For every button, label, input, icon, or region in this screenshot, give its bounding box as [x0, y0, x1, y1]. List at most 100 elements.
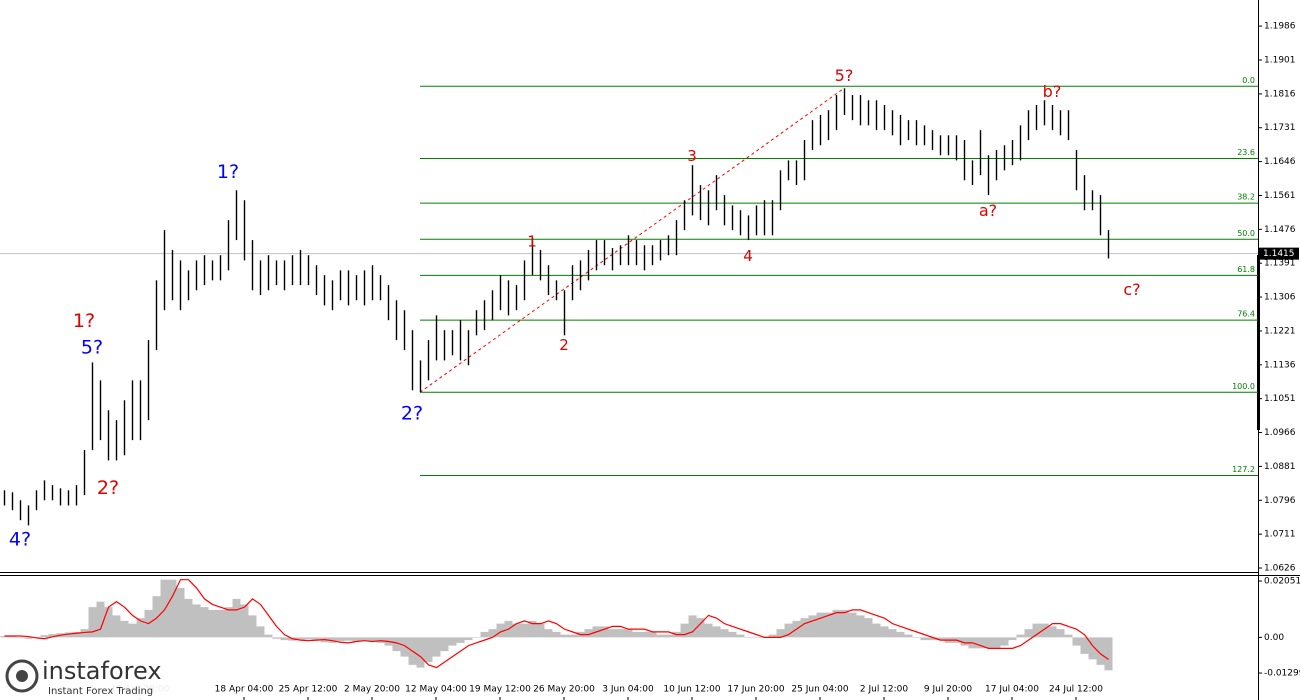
macd-bar: [200, 607, 209, 638]
wave-label: 2?: [97, 477, 119, 499]
macd-bar: [1008, 637, 1017, 641]
macd-bar: [480, 631, 489, 638]
macd-bar: [496, 623, 505, 638]
macd-bar: [888, 629, 897, 638]
macd-bar: [736, 634, 745, 638]
macd-bar: [344, 637, 353, 641]
macd-bar: [352, 637, 361, 642]
wave-label: b?: [1043, 82, 1062, 101]
macd-bar: [680, 623, 689, 638]
y-tick-label: 1.1816: [1264, 89, 1296, 99]
macd-bar: [256, 626, 265, 638]
macd-bar: [584, 629, 593, 638]
y-tick-label: 1.1901: [1264, 55, 1296, 65]
macd-bar: [784, 623, 793, 638]
x-tick-label: 25 Apr 12:00: [279, 685, 338, 695]
macd-bar: [984, 637, 993, 649]
macd-bar: [192, 604, 201, 638]
macd-bar: [368, 637, 377, 642]
macd-bar: [896, 631, 905, 638]
macd-bar: [40, 635, 49, 638]
y-tick-label: 1.1306: [1264, 293, 1296, 303]
macd-bar: [536, 623, 545, 638]
macd-bar: [392, 637, 401, 652]
y-tick-label: 1.0711: [1264, 530, 1296, 540]
x-tick-label: 25 Jun 04:00: [791, 685, 848, 695]
y-tick-label: 0.00: [1264, 633, 1284, 643]
macd-bar: [520, 623, 529, 638]
x-tick-label: 3 Jun 04:00: [602, 685, 654, 695]
macd-bar: [248, 615, 257, 638]
macd-bar: [704, 623, 713, 638]
macd-bar: [568, 634, 577, 638]
macd-bar: [912, 637, 921, 638]
macd-bar: [656, 634, 665, 638]
macd-bar: [0, 636, 9, 638]
macd-bar: [232, 598, 241, 638]
y-tick-label: 1.0881: [1264, 462, 1296, 472]
macd-signal: [4, 579, 1109, 669]
y-tick-label: 1.1561: [1264, 191, 1296, 201]
macd-bar: [80, 629, 89, 638]
macd-bar: [472, 637, 481, 638]
fib-label: 76.4: [1237, 310, 1255, 319]
macd-bar: [216, 609, 225, 638]
y-tick-label: 1.1221: [1264, 326, 1296, 336]
fib-label: 127.2: [1232, 465, 1255, 474]
macd-bar: [8, 636, 17, 638]
macd-bar: [960, 637, 969, 646]
macd-bar: [712, 626, 721, 638]
macd-bar: [1088, 637, 1097, 660]
macd-bar: [424, 637, 433, 663]
macd-bar: [440, 637, 449, 652]
macd-bar: [432, 637, 441, 657]
macd-bar: [1024, 629, 1033, 638]
wave-label: a?: [979, 201, 997, 220]
macd-bar: [544, 629, 553, 638]
x-tick-label: 2 Jul 12:00: [860, 685, 909, 695]
y-tick-label: 0.02051: [1264, 577, 1300, 587]
macd-bar: [360, 637, 369, 641]
wave-label: 2: [559, 336, 569, 354]
macd-bar: [272, 637, 281, 639]
macd-bar: [752, 637, 761, 638]
macd-bar: [128, 623, 137, 638]
macd-bar: [824, 612, 833, 638]
macd-bar: [528, 620, 537, 638]
fib-label: 100.0: [1232, 382, 1255, 391]
macd-bar: [176, 587, 185, 638]
macd-bar: [720, 629, 729, 638]
macd-bar: [512, 623, 521, 638]
watermark-brand: instaforex: [42, 657, 162, 685]
macd-bar: [928, 637, 937, 641]
macd-bar: [728, 631, 737, 638]
macd-bar: [224, 607, 233, 638]
macd-bar: [1048, 626, 1057, 638]
current-price-box: [1259, 247, 1299, 260]
wave-label: 3: [687, 147, 697, 165]
macd-bar: [800, 618, 809, 638]
macd-bar: [992, 637, 1001, 649]
fib-label: 61.8: [1237, 265, 1255, 274]
macd-bar: [816, 612, 825, 638]
macd-bar: [808, 615, 817, 638]
macd-bar: [1064, 634, 1073, 638]
macd-bar: [864, 618, 873, 638]
macd-bar: [72, 631, 81, 638]
x-tick-label: 12 May 04:00: [405, 685, 467, 695]
y-tick-label: 1.0966: [1264, 428, 1296, 438]
macd-bar: [488, 629, 497, 638]
macd-bar: [920, 637, 929, 641]
fib-label: 23.6: [1237, 148, 1255, 157]
fib-label: 38.2: [1237, 193, 1255, 202]
wave-label: c?: [1123, 280, 1140, 299]
macd-bar: [88, 607, 97, 638]
wave-label: 4?: [9, 529, 31, 551]
wave-label: 5?: [835, 66, 854, 85]
macd-bar: [936, 637, 945, 641]
y-tick-label: -0.01299: [1264, 669, 1300, 679]
macd-bar: [872, 623, 881, 638]
macd-bar: [16, 637, 25, 638]
